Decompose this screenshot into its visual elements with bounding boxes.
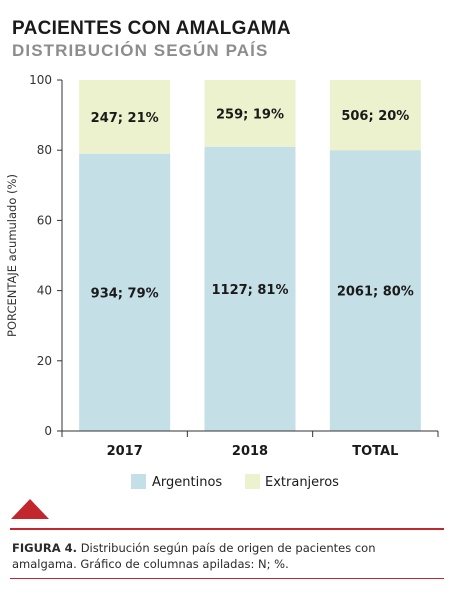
bar-extranjeros-2017 <box>79 80 171 154</box>
bar-extranjeros-total <box>329 80 421 151</box>
legend-label-extranjeros: Extranjeros <box>265 475 339 490</box>
data-label: 259; 19% <box>216 107 284 122</box>
legend-swatch-extranjeros <box>245 474 260 489</box>
y-tick-label: 40 <box>37 284 52 298</box>
caption-label: FIGURA 4. <box>12 541 78 555</box>
bar-argentinos-total <box>329 150 421 431</box>
data-label: 1127; 81% <box>211 283 288 298</box>
legend-swatch-argentinos <box>131 474 146 489</box>
x-tick-label: 2018 <box>232 444 268 459</box>
caption-top-rule <box>10 528 444 530</box>
data-label: 506; 20% <box>341 109 409 124</box>
bar-argentinos-2018 <box>204 146 296 431</box>
y-tick-label: 0 <box>44 424 52 438</box>
caption-bottom-rule <box>10 578 444 579</box>
figure-caption: FIGURA 4. Distribución según país de ori… <box>12 540 440 572</box>
y-tick-label: 100 <box>29 73 52 87</box>
y-tick-label: 60 <box>37 213 52 227</box>
bar-extranjeros-2018 <box>204 80 296 147</box>
red-triangle-icon <box>11 499 49 519</box>
y-tick-label: 20 <box>37 354 52 368</box>
legend-label-argentinos: Argentinos <box>152 475 222 490</box>
y-tick-label: 80 <box>37 143 52 157</box>
x-tick-label: 2017 <box>107 444 143 459</box>
chart-subtitle: DISTRIBUCIÓN SEGÚN PAÍS <box>12 41 269 60</box>
y-axis-title: PORCENTAJE acumulado (%) <box>5 174 19 337</box>
data-label: 934; 79% <box>91 286 159 301</box>
bar-argentinos-2017 <box>79 153 171 431</box>
data-label: 247; 21% <box>91 111 159 126</box>
data-label: 2061; 80% <box>337 285 414 300</box>
chart-title: PACIENTES CON AMALGAMA <box>12 18 291 39</box>
caption-text: Distribución según país de origen de pac… <box>12 541 376 571</box>
x-tick-label: TOTAL <box>352 444 398 459</box>
